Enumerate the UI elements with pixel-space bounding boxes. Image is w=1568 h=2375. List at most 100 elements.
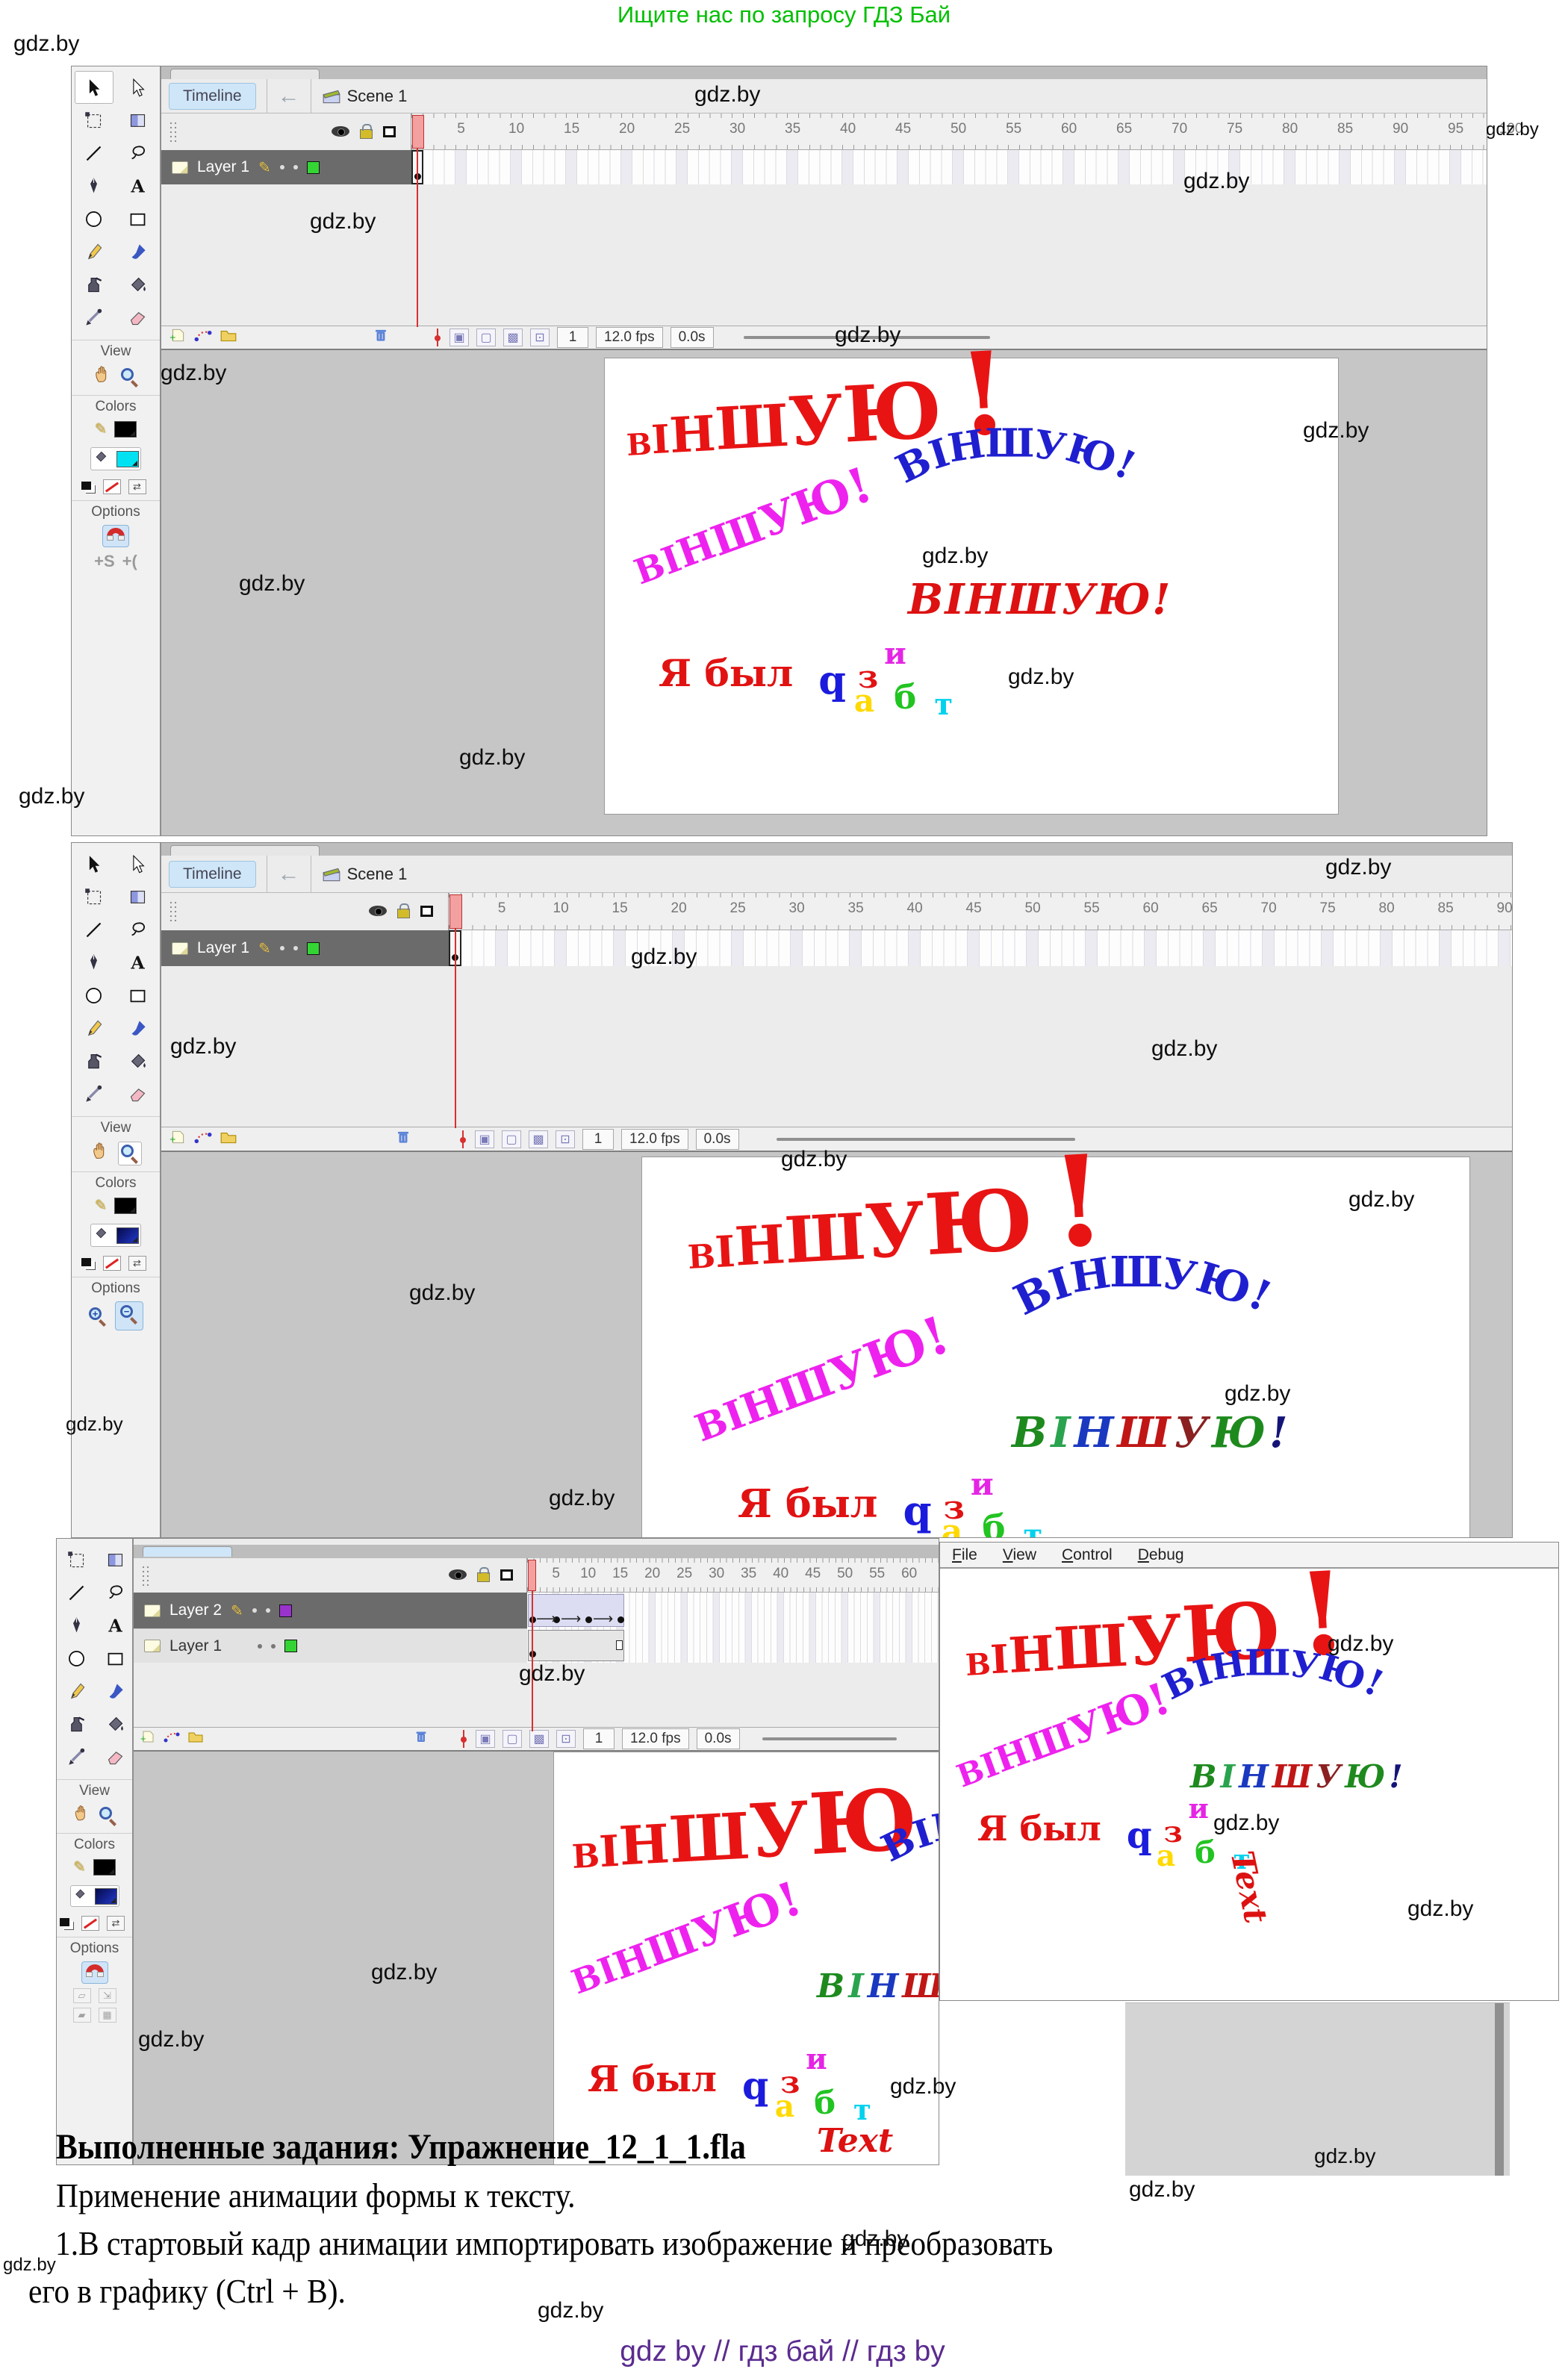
swap-colors-button[interactable]: ⇄: [128, 479, 146, 494]
ink-bottle-tool[interactable]: [75, 1045, 113, 1077]
layer-visibility-dot[interactable]: [258, 1643, 263, 1649]
add-motion-guide-button[interactable]: [164, 1730, 180, 1748]
panel-grip[interactable]: [141, 1565, 150, 1586]
playhead-chip[interactable]: [449, 894, 462, 929]
default-colors-button[interactable]: [81, 1257, 91, 1266]
center-frame-button[interactable]: [433, 329, 442, 346]
scene-breadcrumb[interactable]: Scene 1: [322, 865, 407, 884]
center-frame-button[interactable]: [459, 1730, 468, 1748]
gradient-transform-tool[interactable]: [96, 1543, 134, 1576]
timeline-scrollbar[interactable]: [743, 336, 990, 339]
delete-layer-button[interactable]: [413, 1730, 429, 1748]
hand-tool[interactable]: [72, 1804, 91, 1827]
zoom-tool[interactable]: [120, 367, 140, 387]
shape-tween-span[interactable]: [528, 1594, 624, 1627]
text-tool[interactable]: A: [96, 1609, 134, 1642]
ink-bottle-tool[interactable]: [75, 268, 113, 301]
playhead-chip[interactable]: [528, 1560, 536, 1591]
zoom-tool[interactable]: [120, 1144, 140, 1164]
eraser-tool[interactable]: [119, 1077, 158, 1110]
free-transform-tool[interactable]: [75, 880, 113, 913]
line-tool[interactable]: [75, 913, 113, 946]
layer-lock-dot[interactable]: [265, 1608, 270, 1613]
stage-text-multicolor[interactable]: ВІНШУЮ!: [1012, 1408, 1292, 1457]
layer-row-2[interactable]: Layer 2 ✎: [134, 1593, 527, 1628]
pencil-tool[interactable]: [57, 1675, 96, 1708]
stage-text-multicolor[interactable]: ВІНШУЮ!: [817, 1967, 939, 2005]
paint-bucket-tool[interactable]: [96, 1708, 134, 1740]
oval-tool[interactable]: [57, 1642, 96, 1675]
zoom-in-button[interactable]: +: [88, 1307, 108, 1327]
paint-bucket-tool[interactable]: [119, 268, 158, 301]
stage-text-ya-byl[interactable]: Я был q зиа б т: [738, 1469, 1042, 1537]
layer-visibility-dot[interactable]: [252, 1608, 257, 1613]
onion-skin-outlines-button[interactable]: ▢: [503, 1730, 522, 1748]
onion-skin-outlines-button[interactable]: ▢: [502, 1130, 521, 1148]
fill-color-swatch[interactable]: [116, 1227, 139, 1244]
text-tool[interactable]: A: [119, 946, 158, 979]
snap-magnet-button[interactable]: [102, 525, 129, 547]
layer-color-swatch[interactable]: [306, 161, 320, 174]
scrollbar-fragment[interactable]: [1495, 2003, 1504, 2176]
pen-tool[interactable]: [57, 1609, 96, 1642]
document-tab[interactable]: [170, 69, 320, 79]
oval-tool[interactable]: [75, 202, 113, 235]
add-motion-guide-button[interactable]: [194, 1130, 212, 1149]
layer-row[interactable]: Layer 1 ✎: [161, 930, 449, 966]
layer-lock-dot[interactable]: [293, 946, 298, 950]
stage-text-red-italic[interactable]: ВІНШУЮ!: [908, 575, 1172, 624]
delete-layer-button[interactable]: [394, 1130, 412, 1149]
menu-item-file[interactable]: File: [952, 1546, 977, 1563]
stroke-color-swatch[interactable]: [114, 1197, 137, 1214]
selection-tool[interactable]: [74, 71, 113, 104]
stage-text-blue-arch[interactable]: ВІНШУЮ!: [874, 1801, 939, 1871]
no-color-button[interactable]: [81, 1916, 99, 1931]
selection-tool[interactable]: [75, 847, 113, 880]
show-hide-icon[interactable]: [449, 1569, 467, 1580]
stage-canvas[interactable]: ВІНШУЮ ! ВІНШУЮ! ВІНШУЮ! ВІНШУЮ! Я былqз…: [553, 1752, 939, 2164]
onion-skin-button[interactable]: ▣: [476, 1730, 495, 1748]
layer-color-swatch[interactable]: [306, 941, 320, 955]
edit-multiple-frames-button[interactable]: ▩: [529, 1130, 548, 1148]
zoom-tool[interactable]: [99, 1806, 118, 1826]
rectangle-tool[interactable]: [96, 1642, 134, 1675]
stage-text-magenta[interactable]: В І Н Ш У Ю!: [566, 1870, 809, 2002]
timeline-tab[interactable]: Timeline: [169, 860, 256, 888]
hand-tool[interactable]: [92, 364, 113, 389]
gradient-transform-tool[interactable]: [119, 880, 158, 913]
outline-icon[interactable]: [500, 1569, 513, 1581]
lock-icon[interactable]: [397, 903, 410, 918]
menu-item-debug[interactable]: Debug: [1137, 1546, 1184, 1563]
rectangle-tool[interactable]: [119, 202, 158, 235]
timeline-tab[interactable]: Timeline: [169, 82, 256, 110]
layer-lock-dot[interactable]: [293, 165, 298, 169]
modify-onion-markers-button[interactable]: ⊡: [556, 1730, 576, 1748]
pencil-tool[interactable]: [75, 235, 113, 268]
free-transform-tool[interactable]: [57, 1543, 96, 1576]
lock-icon[interactable]: [360, 124, 373, 139]
insert-layer-folder-button[interactable]: [220, 1130, 237, 1149]
distort-option-button[interactable]: ▰: [72, 2008, 91, 2023]
modify-onion-markers-button[interactable]: ⊡: [556, 1130, 575, 1148]
layer-color-swatch[interactable]: [284, 1640, 298, 1652]
eyedropper-tool[interactable]: [57, 1740, 96, 1773]
onion-skin-button[interactable]: ▣: [449, 329, 469, 346]
lasso-tool[interactable]: [119, 913, 158, 946]
center-frame-button[interactable]: [458, 1130, 467, 1148]
subselection-tool[interactable]: [119, 847, 158, 880]
default-colors-button[interactable]: [81, 481, 91, 490]
insert-layer-button[interactable]: +: [169, 328, 187, 347]
eraser-tool[interactable]: [119, 301, 158, 334]
snap-magnet-button[interactable]: [81, 1961, 108, 1984]
timeline-scrollbar[interactable]: [762, 1737, 897, 1740]
stroke-color-swatch[interactable]: [93, 1858, 116, 1876]
pen-tool[interactable]: [75, 946, 113, 979]
swap-colors-button[interactable]: ⇄: [128, 1256, 146, 1271]
edit-multiple-frames-button[interactable]: ▩: [503, 329, 523, 346]
back-arrow-button[interactable]: ←: [277, 83, 300, 108]
